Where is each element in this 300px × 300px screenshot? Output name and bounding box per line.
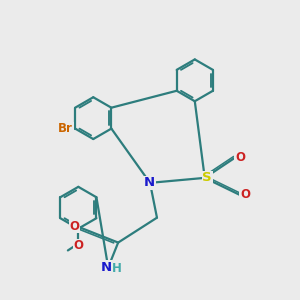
Text: N: N (101, 261, 112, 274)
Text: O: O (73, 239, 83, 252)
Text: Br: Br (58, 122, 73, 135)
Text: O: O (235, 152, 245, 164)
Text: S: S (202, 171, 212, 184)
Text: N: N (144, 176, 155, 189)
Text: O: O (240, 188, 250, 201)
Text: O: O (69, 220, 80, 232)
Text: H: H (112, 262, 122, 275)
